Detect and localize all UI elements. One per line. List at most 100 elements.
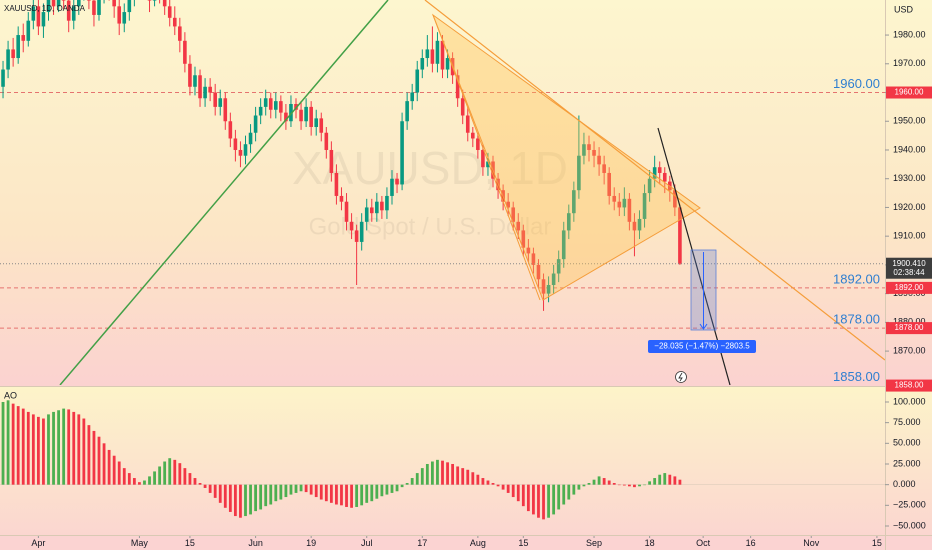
candle-body xyxy=(471,132,475,139)
ao-bar xyxy=(370,484,374,502)
ao-bar xyxy=(31,414,35,485)
ao-bar xyxy=(82,418,86,485)
ao-bar xyxy=(612,483,616,485)
candle-body xyxy=(279,101,283,113)
candle-body xyxy=(46,0,51,13)
candle-body xyxy=(314,118,319,127)
candle-body xyxy=(218,98,223,107)
ao-bar xyxy=(218,484,222,503)
candle-body xyxy=(375,201,379,214)
ao-bar xyxy=(542,484,545,520)
candle-body xyxy=(26,20,31,41)
candle-body xyxy=(309,106,313,127)
drawings xyxy=(59,0,885,385)
candle-body xyxy=(612,195,617,202)
ao-bar xyxy=(173,459,177,485)
candle-body xyxy=(152,0,157,1)
ao-bar xyxy=(491,483,495,485)
ao-bar xyxy=(223,484,227,508)
ao-bar xyxy=(405,483,409,485)
ao-bar xyxy=(72,411,76,485)
ao-bar xyxy=(582,484,586,487)
level-tag xyxy=(886,322,932,335)
ao-bar xyxy=(602,478,606,485)
candle-body xyxy=(597,155,601,165)
candle-body xyxy=(6,49,10,70)
candle-body xyxy=(208,86,212,93)
trendline xyxy=(432,14,541,301)
x-tick-label: Aug xyxy=(470,538,486,548)
candle-body xyxy=(127,0,132,13)
candle-body xyxy=(339,195,344,202)
y-tick-label: 1880.00 xyxy=(893,317,926,327)
ao-bar xyxy=(168,458,172,485)
level-label: 1960.00 xyxy=(833,76,880,91)
candle-body xyxy=(92,0,96,15)
candle-body xyxy=(541,279,546,294)
candle-body xyxy=(662,172,667,182)
candle-body xyxy=(486,161,490,168)
ao-bar xyxy=(375,484,379,499)
trendline xyxy=(59,0,389,385)
ao-bar xyxy=(537,484,540,518)
candle-body xyxy=(258,106,263,116)
candle-body xyxy=(41,12,46,27)
candle-body xyxy=(248,132,253,145)
ao-bar xyxy=(572,484,576,495)
candle-body xyxy=(122,12,127,24)
ao-bar xyxy=(233,484,237,517)
candle-body xyxy=(51,0,56,7)
candle-body xyxy=(380,201,384,211)
ao-bar xyxy=(117,461,121,485)
ao-bar xyxy=(516,484,520,502)
candle-body xyxy=(572,190,576,214)
event-icon[interactable] xyxy=(675,371,687,383)
candle-body xyxy=(445,58,450,70)
ao-bar xyxy=(47,414,50,485)
ao-bar xyxy=(324,484,328,502)
level-label: 1878.00 xyxy=(833,312,880,327)
ao-bar xyxy=(340,484,343,506)
y-tick-label: 1930.00 xyxy=(893,173,926,183)
ao-bar xyxy=(228,484,232,512)
x-tick-label: Sep xyxy=(586,538,602,548)
candle-body xyxy=(657,167,662,173)
ao-bar xyxy=(395,484,399,492)
ao-bar xyxy=(16,406,20,485)
level-tag xyxy=(886,281,932,294)
ao-bar xyxy=(643,484,646,486)
candle-body xyxy=(31,6,36,21)
candle-body xyxy=(233,138,238,150)
candle-body xyxy=(117,6,122,24)
candle-body xyxy=(536,264,541,280)
level-tag xyxy=(886,86,932,99)
ao-bar xyxy=(335,484,338,505)
price-pane-bg xyxy=(0,0,932,386)
ao-bar xyxy=(304,484,308,493)
currency: USD xyxy=(894,4,914,14)
x-tick-label: 18 xyxy=(645,538,655,548)
x-tick-label: Apr xyxy=(31,538,45,548)
candle-body xyxy=(440,40,445,70)
y-tick-label: 1870.00 xyxy=(893,345,926,355)
y-tick-label: 1940.00 xyxy=(893,144,926,154)
ao-bar xyxy=(532,484,535,515)
indicator-plot xyxy=(0,400,885,520)
ao-bar xyxy=(299,484,303,492)
ao-bar xyxy=(496,484,500,487)
ao-bar xyxy=(658,474,662,485)
candle-body xyxy=(299,109,303,122)
ao-bar xyxy=(213,484,217,498)
ao-bar xyxy=(547,484,550,518)
y-tick-label: 25.000 xyxy=(893,458,921,468)
ao-bar xyxy=(52,411,55,485)
level-tag-label: 1858.00 xyxy=(895,381,924,390)
candle-body xyxy=(435,40,440,64)
ao-bar xyxy=(319,484,323,500)
candle-body xyxy=(673,190,677,208)
candle-body xyxy=(627,198,632,222)
candle-body xyxy=(162,0,167,7)
ao-bar xyxy=(663,473,667,485)
candle-body xyxy=(188,63,192,87)
